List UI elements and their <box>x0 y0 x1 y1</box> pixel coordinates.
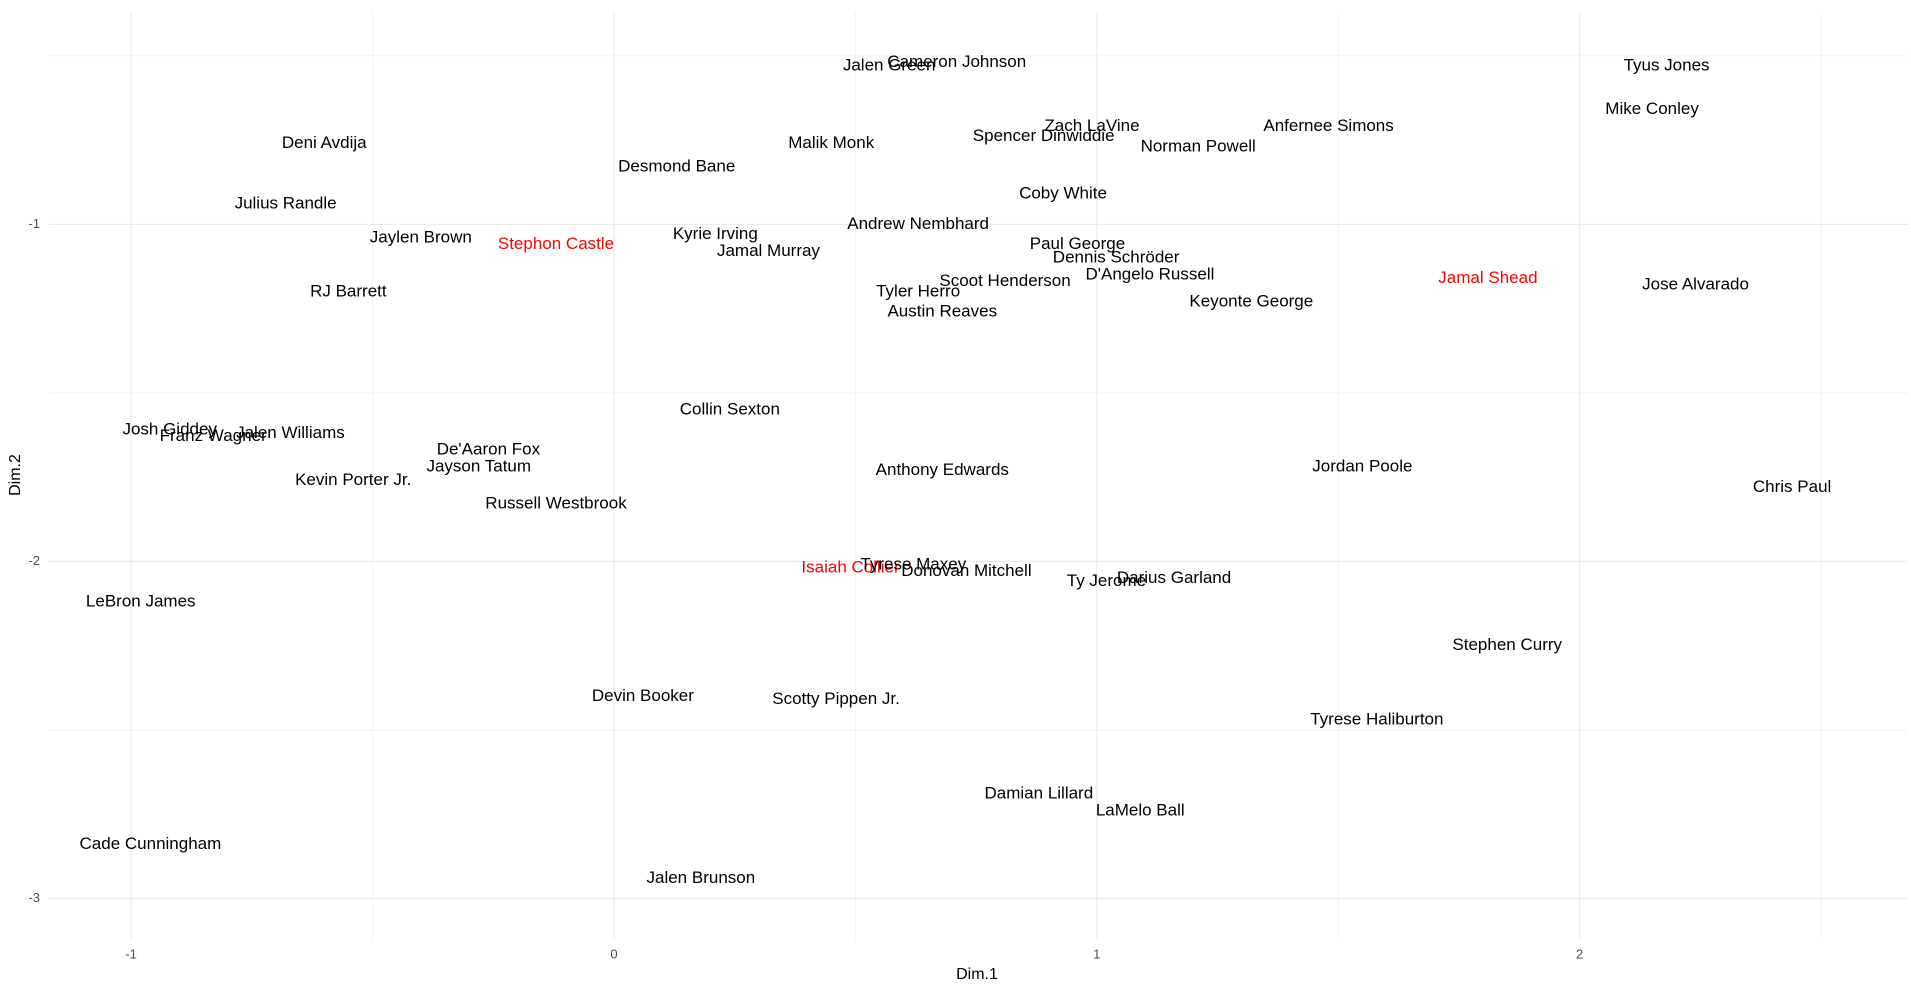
y-tick-label: -1 <box>28 216 40 231</box>
point-label: Paul George <box>1030 234 1125 253</box>
x-tick-label: -1 <box>125 946 137 961</box>
y-axis-title: Dim.2 <box>7 454 24 496</box>
point-label: D'Angelo Russell <box>1085 264 1214 283</box>
point-label: LeBron James <box>86 591 196 610</box>
point-label: Norman Powell <box>1141 136 1256 155</box>
grid <box>49 12 1908 939</box>
point-label: Donovan Mitchell <box>901 561 1031 580</box>
point-label: Jaylen Brown <box>370 227 472 246</box>
point-label: Isaiah Collier <box>801 558 900 577</box>
point-label: Malik Monk <box>788 133 874 152</box>
point-label: Stephon Castle <box>498 234 614 253</box>
point-label: Russell Westbrook <box>485 494 627 513</box>
point-label: Julius Randle <box>235 194 337 213</box>
point-label: De'Aaron Fox <box>437 440 541 459</box>
point-label: Spencer Dinwiddie <box>973 126 1115 145</box>
y-tick-label: -3 <box>28 890 40 905</box>
point-label: Dennis Schröder <box>1053 248 1180 267</box>
point-label: Tyus Jones <box>1624 55 1710 74</box>
point-label: Josh Giddey <box>122 419 217 438</box>
point-label: Jamal Shead <box>1438 268 1537 287</box>
point-label: Scotty Pippen Jr. <box>772 689 900 708</box>
point-label: Cameron Johnson <box>887 52 1026 71</box>
point-label: Tyler Herro <box>876 281 960 300</box>
point-label: Kyrie Irving <box>673 224 758 243</box>
point-label: Jordan Poole <box>1312 457 1412 476</box>
point-label: Tyrese Haliburton <box>1310 709 1443 728</box>
point-label: Zach LaVine <box>1044 116 1139 135</box>
point-label: Keyonte George <box>1189 291 1313 310</box>
point-label: Anthony Edwards <box>876 460 1009 479</box>
point-label: Mike Conley <box>1605 99 1699 118</box>
y-tick-label: -2 <box>28 553 40 568</box>
point-label: Darius Garland <box>1117 568 1231 587</box>
x-tick-label: 2 <box>1576 946 1583 961</box>
point-label: Damian Lillard <box>985 784 1094 803</box>
point-label: Cade Cunningham <box>80 834 222 853</box>
point-label: Deni Avdija <box>282 133 367 152</box>
point-label: Jayson Tatum <box>426 457 531 476</box>
point-label: Jamal Murray <box>717 241 820 260</box>
point-label: Franz Wagner <box>160 426 267 445</box>
point-label: Jose Alvarado <box>1642 275 1749 294</box>
point-label: Chris Paul <box>1753 477 1831 496</box>
point-label: Ty Jerome <box>1067 571 1146 590</box>
point-label: Jalen Brunson <box>647 868 756 887</box>
point-label: Jalen Green <box>843 55 936 74</box>
point-label: LaMelo Ball <box>1096 800 1185 819</box>
point-label: Devin Booker <box>592 686 694 705</box>
point-label: Scoot Henderson <box>939 271 1070 290</box>
point-label: Andrew Nembhard <box>847 214 989 233</box>
point-label: Tyrese Maxey <box>860 554 966 573</box>
point-label: Collin Sexton <box>680 399 780 418</box>
x-tick-label: 0 <box>610 946 617 961</box>
point-label: Desmond Bane <box>618 157 735 176</box>
point-label: Austin Reaves <box>887 301 997 320</box>
x-tick-label: 1 <box>1093 946 1100 961</box>
point-label: Kevin Porter Jr. <box>295 470 411 489</box>
point-label: Anfernee Simons <box>1263 116 1393 135</box>
point-label: Jalen Williams <box>236 423 345 442</box>
x-axis-title: Dim.1 <box>956 966 998 983</box>
point-label: RJ Barrett <box>310 281 387 300</box>
point-label: Coby White <box>1019 184 1107 203</box>
point-label: Stephen Curry <box>1452 635 1562 654</box>
